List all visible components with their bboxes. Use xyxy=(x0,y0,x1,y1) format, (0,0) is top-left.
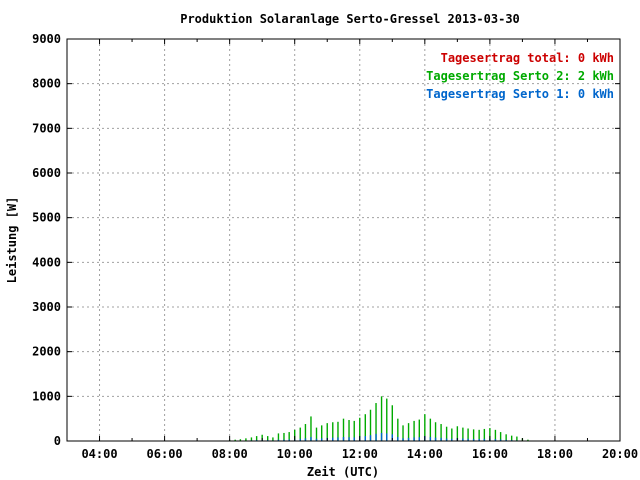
grid xyxy=(67,39,621,441)
x-tick-label: 04:00 xyxy=(81,447,117,461)
y-tick-label: 1000 xyxy=(32,389,61,403)
y-tick-label: 8000 xyxy=(32,77,61,91)
y-tick-label: 4000 xyxy=(32,255,61,269)
y-axis-label: Leistung [W] xyxy=(5,197,19,284)
y-tick-label: 6000 xyxy=(32,166,61,180)
chart-title: Produktion Solaranlage Serto-Gressel 201… xyxy=(180,12,520,26)
y-tick-label: 3000 xyxy=(32,300,61,314)
bars xyxy=(228,396,529,441)
legend: Tagesertrag total: 0 kWh Tagesertrag Sert… xyxy=(426,51,614,101)
legend-entry: Tagesertrag Serto 1: 0 kWh xyxy=(426,87,614,101)
x-tick-label: 06:00 xyxy=(147,447,183,461)
y-tick-label: 2000 xyxy=(32,345,61,359)
x-tick-label: 14:00 xyxy=(407,447,443,461)
y-tick-label: 9000 xyxy=(32,32,61,46)
x-tick-label: 18:00 xyxy=(537,447,573,461)
x-tick-label: 20:00 xyxy=(602,447,638,461)
x-tick-label: 10:00 xyxy=(277,447,313,461)
x-tick-label: 08:00 xyxy=(212,447,248,461)
legend-entry: Tagesertrag total: 0 kWh xyxy=(441,51,614,65)
y-tick-label: 5000 xyxy=(32,211,61,225)
plot-frame xyxy=(66,38,621,442)
legend-entry: Tagesertrag Serto 2: 2 kWh xyxy=(426,69,614,83)
x-tick-label: 12:00 xyxy=(342,447,378,461)
x-tick-label: 16:00 xyxy=(472,447,508,461)
axis-ticks: 0 1000 2000 3000 4000 5000 6000 7000 8000 9000 04:… xyxy=(32,32,638,461)
y-tick-label: 7000 xyxy=(32,121,61,135)
y-tick-label: 0 xyxy=(54,434,61,448)
x-axis-label: Zeit (UTC) xyxy=(307,465,379,479)
